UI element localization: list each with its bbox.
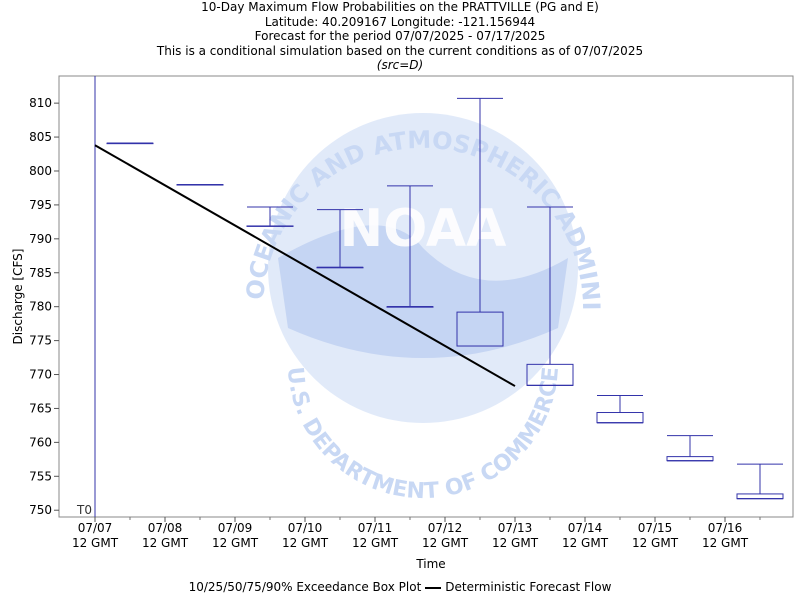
- box-plot-day-5: [456, 97, 504, 347]
- x-axis-label: Time: [415, 557, 445, 571]
- box-plot-day-7: [596, 395, 644, 424]
- y-tick-label: 770: [29, 368, 52, 382]
- x-tick-label-date: 07/11: [358, 521, 393, 535]
- x-tick-label-date: 07/13: [498, 521, 533, 535]
- chart-titles: 10-Day Maximum Flow Probabilities on the…: [0, 0, 800, 73]
- box-iqr: [736, 493, 784, 500]
- x-tick-label-date: 07/12: [428, 521, 463, 535]
- chart-title: 10-Day Maximum Flow Probabilities on the…: [201, 0, 599, 14]
- watermark-logo-text: NOAA: [340, 199, 507, 259]
- legend-deterministic-label: Deterministic Forecast Flow: [445, 580, 612, 594]
- y-tick-label: 805: [29, 130, 52, 144]
- box-iqr: [666, 456, 714, 462]
- box-plot-day-3: [316, 209, 364, 269]
- watermark-wave: [278, 225, 568, 358]
- x-tick-label-time: 12 GMT: [352, 536, 399, 550]
- legend: 10/25/50/75/90% Exceedance Box Plot Deter…: [0, 580, 800, 594]
- box-plot-day-0: [106, 142, 154, 145]
- chart-subtitle-source: (src=D): [376, 58, 424, 72]
- x-tick-label-time: 12 GMT: [492, 536, 539, 550]
- y-axis: 750 755 760 765 770 775 780 785 790 795 800 805 810: [29, 96, 59, 517]
- box-plot-day-1: [176, 184, 224, 186]
- x-tick-label-date: 07/07: [78, 521, 113, 535]
- y-tick-label: 800: [29, 164, 52, 178]
- deterministic-series: [94, 144, 516, 387]
- y-tick-label: 750: [29, 503, 52, 517]
- y-tick-label: 795: [29, 198, 52, 212]
- box-plot-day-4: [386, 185, 434, 308]
- y-tick-label: 780: [29, 300, 52, 314]
- x-tick-label-date: 07/09: [218, 521, 253, 535]
- y-tick-label: 810: [29, 96, 52, 110]
- box-plot-day-9: [736, 463, 784, 500]
- y-tick-label: 775: [29, 334, 52, 348]
- box-plot-day-2: [246, 206, 294, 227]
- y-tick-label: 760: [29, 435, 52, 449]
- y-tick-label: 755: [29, 469, 52, 483]
- x-tick-label-time: 12 GMT: [702, 536, 749, 550]
- t0-label: T0: [76, 503, 92, 517]
- chart-subtitle-conditions: This is a conditional simulation based o…: [156, 43, 644, 58]
- deterministic-line: [94, 144, 516, 387]
- chart-subtitle-period: Forecast for the period 07/07/2025 - 07/…: [254, 29, 546, 43]
- x-tick-label-time: 12 GMT: [142, 536, 189, 550]
- x-tick-label-time: 12 GMT: [72, 536, 119, 550]
- box-iqr: [596, 412, 644, 424]
- y-tick-label: 765: [29, 401, 52, 415]
- x-tick-label-time: 12 GMT: [212, 536, 259, 550]
- y-tick-label: 790: [29, 232, 52, 246]
- x-tick-label-date: 07/14: [568, 521, 603, 535]
- plot-area: [58, 75, 794, 518]
- x-tick-label-date: 07/08: [148, 521, 183, 535]
- x-tick-label-date: 07/10: [288, 521, 323, 535]
- y-tick-label: 785: [29, 266, 52, 280]
- x-tick-label-time: 12 GMT: [632, 536, 679, 550]
- chart-subtitle-location: Latitude: 40.209167 Longitude: -121.1569…: [264, 14, 536, 29]
- legend-line-swatch: [425, 586, 442, 589]
- box-plot-day-6: [526, 206, 574, 386]
- box-plot-day-8: [666, 435, 714, 462]
- x-tick-label-date: 07/16: [708, 521, 743, 535]
- legend-box-plot-label: 10/25/50/75/90% Exceedance Box Plot: [188, 580, 422, 594]
- x-tick-label-date: 07/15: [638, 521, 673, 535]
- box-plots: [106, 97, 784, 500]
- x-tick-label-time: 12 GMT: [282, 536, 329, 550]
- x-tick-label-time: 12 GMT: [422, 536, 469, 550]
- y-axis-label: Discharge [CFS]: [11, 249, 25, 345]
- x-tick-label-time: 12 GMT: [562, 536, 609, 550]
